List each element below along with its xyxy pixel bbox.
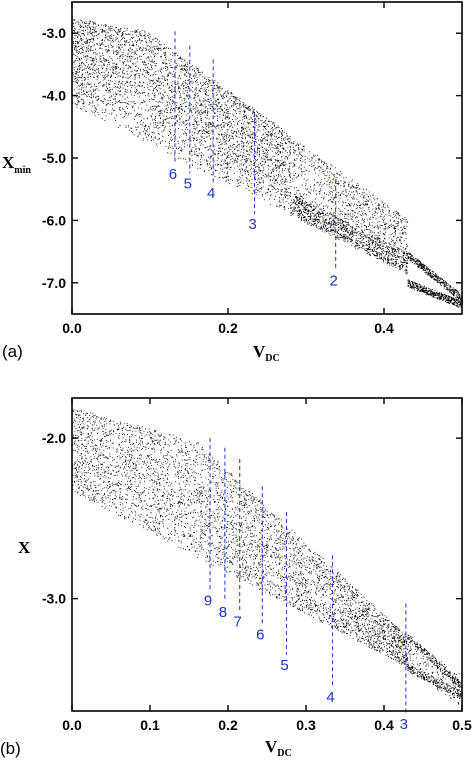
- window-marker-label: 4: [326, 689, 334, 706]
- panel-a-ylabel: Xmin: [2, 153, 31, 176]
- panel-b-ylabel: X: [18, 538, 31, 557]
- bifurcation-points: [72, 409, 463, 705]
- y-tick-label: -2.0: [42, 430, 66, 446]
- panel-b-points: [72, 409, 463, 705]
- panel-b-label: (b): [0, 739, 21, 758]
- window-marker-label: 5: [280, 657, 288, 674]
- window-marker-label: 7: [234, 613, 242, 630]
- panel-a-label: (a): [2, 342, 23, 361]
- panel-b-xticks: 0.0 0.1 0.2 0.3 0.4 0.5: [62, 398, 472, 733]
- panel-a-yticks: -3.0 -4.0 -5.0 -6.0 -7.0: [42, 25, 462, 291]
- window-marker-label: 9: [204, 593, 212, 610]
- y-tick-label: -3.0: [42, 591, 66, 607]
- y-tick-label: -6.0: [42, 212, 66, 228]
- panel-a-points: [72, 19, 463, 308]
- x-tick-label: 0.0: [62, 717, 82, 733]
- bifurcation-points: [72, 19, 463, 308]
- x-tick-label: 0.4: [374, 717, 394, 733]
- panel-b-xlabel: VDC: [265, 737, 292, 759]
- y-tick-label: -4.0: [42, 88, 66, 104]
- window-marker-label: 5: [184, 176, 192, 193]
- window-marker-label: 8: [219, 604, 227, 621]
- window-marker-label: 2: [329, 272, 337, 289]
- x-tick-label: 0.4: [374, 320, 394, 336]
- window-marker-label: 6: [169, 166, 177, 183]
- panel-a-xticks: 0.0 0.2 0.4: [62, 2, 394, 336]
- x-tick-label: 0.2: [218, 320, 238, 336]
- y-tick-label: -7.0: [42, 275, 66, 291]
- window-marker-label: 4: [207, 185, 215, 202]
- x-tick-label: 0.3: [296, 717, 316, 733]
- panel-a: 654 3 2 0.0 0.2 0.4 -3.0 -4.0 -5.0 -6.0 -7.0 (a)…: [2, 1, 463, 364]
- y-tick-label: -3.0: [42, 25, 66, 41]
- window-marker-label: 3: [248, 216, 256, 233]
- x-tick-label: 0.0: [62, 320, 82, 336]
- panel-b-frame: [71, 397, 463, 712]
- panel-a-markers: 654 3 2: [169, 31, 338, 289]
- panel-b-yticks: -2.0 -3.0: [42, 430, 462, 607]
- y-tick-label: -5.0: [42, 150, 66, 166]
- x-tick-label: 0.2: [218, 717, 238, 733]
- window-marker-label: 6: [256, 626, 264, 643]
- x-tick-label: 0.1: [140, 717, 160, 733]
- panel-a-xlabel: VDC: [253, 342, 280, 364]
- x-tick-label: 0.5: [452, 717, 472, 733]
- window-marker-label: 3: [400, 716, 408, 733]
